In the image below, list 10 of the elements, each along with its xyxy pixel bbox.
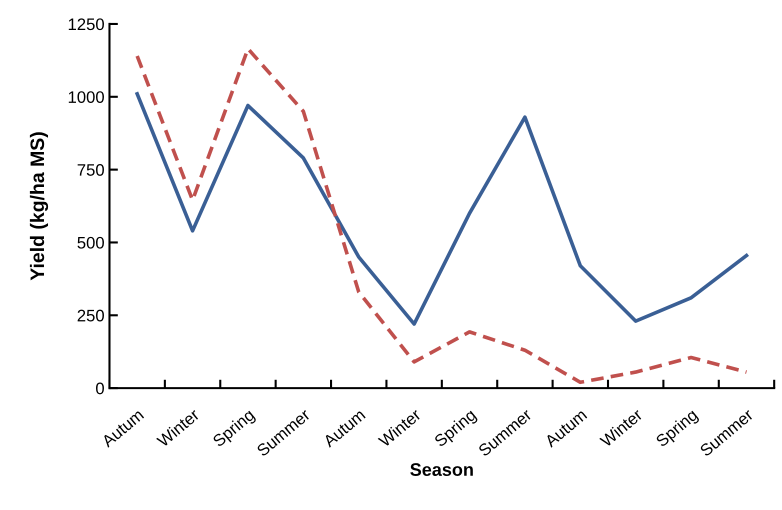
x-axis-title: Season xyxy=(410,463,473,476)
y-tick-label: 500 xyxy=(77,236,104,249)
y-tick-label: 250 xyxy=(78,310,104,322)
y-tick-label: 1250 xyxy=(68,18,104,30)
y-tick-label: 1000 xyxy=(68,91,104,103)
y-tick-label: 750 xyxy=(78,164,104,176)
y-tick-label: 0 xyxy=(96,382,104,394)
line-series xyxy=(135,92,748,326)
line-series xyxy=(135,46,748,384)
y-axis-title: Yield (kg/ha MS) xyxy=(30,132,48,280)
